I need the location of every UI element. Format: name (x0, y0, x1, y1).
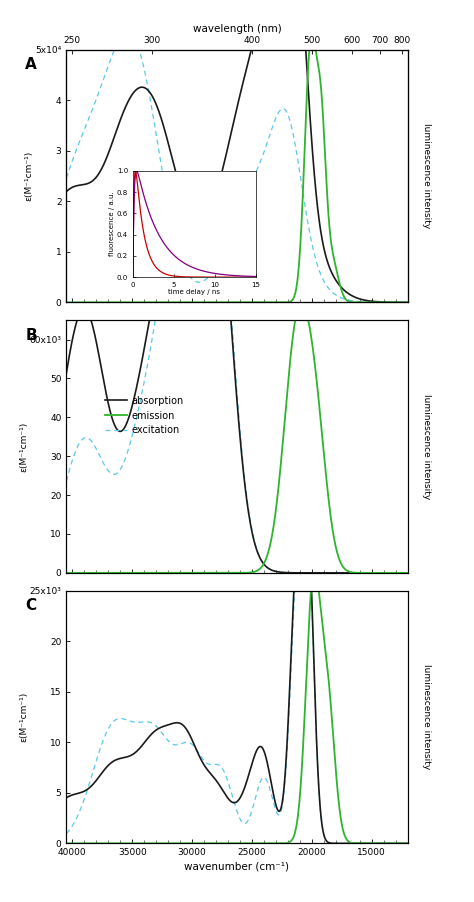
Y-axis label: ε(M⁻¹cm⁻¹): ε(M⁻¹cm⁻¹) (19, 692, 28, 742)
Text: B: B (26, 327, 37, 343)
Text: A: A (26, 57, 37, 72)
Y-axis label: ε(M⁻¹cm⁻¹): ε(M⁻¹cm⁻¹) (25, 151, 34, 201)
Legend: absorption, emission, excitation: absorption, emission, excitation (105, 396, 184, 436)
Y-axis label: luminescence intensity: luminescence intensity (421, 665, 430, 769)
Y-axis label: luminescence intensity: luminescence intensity (421, 394, 430, 499)
X-axis label: wavenumber (cm⁻¹): wavenumber (cm⁻¹) (184, 861, 290, 871)
Y-axis label: luminescence intensity: luminescence intensity (421, 124, 430, 228)
X-axis label: wavelength (nm): wavelength (nm) (192, 23, 282, 33)
Text: C: C (26, 598, 36, 613)
Y-axis label: ε(M⁻¹cm⁻¹): ε(M⁻¹cm⁻¹) (19, 421, 28, 472)
